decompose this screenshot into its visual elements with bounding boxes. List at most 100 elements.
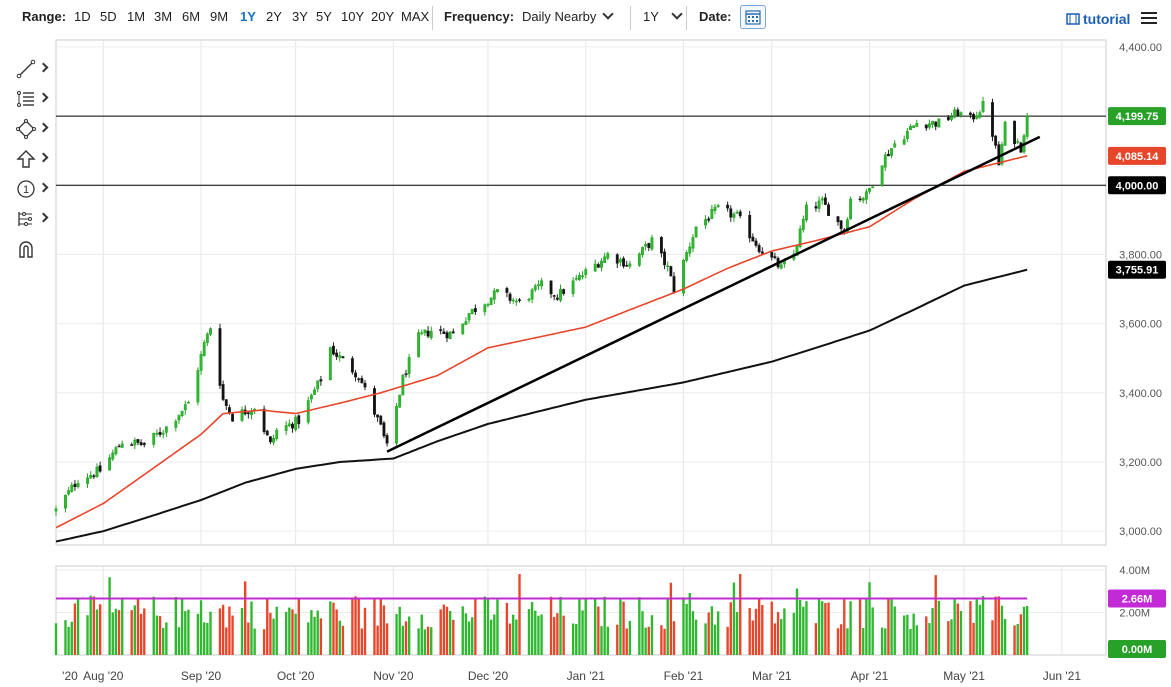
range-button-1y[interactable]: 1Y <box>240 9 256 24</box>
range-button-2y[interactable]: 2Y <box>266 9 282 24</box>
candle <box>395 406 398 444</box>
range-button-1m[interactable]: 1M <box>127 9 146 24</box>
candle <box>549 280 553 295</box>
volume-bar <box>512 614 515 655</box>
frequency-select[interactable]: Daily Nearby <box>522 8 615 24</box>
candle <box>533 285 537 291</box>
candle <box>492 290 496 300</box>
volume-bar <box>221 604 225 655</box>
candle <box>205 333 209 343</box>
volume-bar <box>827 602 830 655</box>
volume-bar <box>770 601 773 655</box>
volume-bar <box>335 609 338 655</box>
candle <box>950 116 953 120</box>
tool-fibonacci[interactable] <box>12 85 52 115</box>
candle <box>272 437 275 443</box>
candle <box>379 415 383 425</box>
volume-bar <box>969 601 972 655</box>
candle <box>417 332 421 358</box>
tutorial-link[interactable]: tutorial <box>1066 11 1130 27</box>
candle <box>196 370 200 403</box>
range-button-6m[interactable]: 6M <box>182 9 201 24</box>
candle <box>284 425 288 431</box>
volume-bar <box>975 597 978 655</box>
candle <box>174 421 178 428</box>
price-tag-label: 4,199.75 <box>1116 111 1159 123</box>
range-button-1d[interactable]: 1D <box>74 9 91 24</box>
candle <box>738 211 742 217</box>
volume-bar <box>76 599 80 655</box>
divider <box>432 6 433 30</box>
volume-bar <box>622 601 625 655</box>
volume-bar <box>606 626 609 655</box>
tool-annotation[interactable]: 1 <box>12 175 52 205</box>
calendar-button[interactable] <box>740 5 766 29</box>
volume-bar <box>228 606 231 655</box>
volume-bar <box>710 606 714 655</box>
volume-bar <box>956 603 959 655</box>
tool-magnet[interactable] <box>12 235 52 265</box>
tool-shapes[interactable] <box>12 115 52 145</box>
candle <box>924 124 928 129</box>
candle <box>659 236 663 254</box>
candle <box>407 357 411 375</box>
volume-bar <box>357 597 360 655</box>
candle <box>716 205 720 207</box>
range-button-20y[interactable]: 20Y <box>371 9 395 24</box>
candle <box>309 394 313 400</box>
candle <box>968 112 972 115</box>
candle <box>445 332 449 339</box>
candle <box>275 429 279 439</box>
volume-bar <box>360 628 364 655</box>
range-button-5d[interactable]: 5D <box>100 9 117 24</box>
volume-bar <box>430 627 433 655</box>
ma200-line <box>55 268 1028 543</box>
range-button-3m[interactable]: 3M <box>154 9 173 24</box>
volume-bar <box>471 617 474 655</box>
volume-bar <box>704 623 707 655</box>
volume-bar <box>269 612 272 655</box>
candle <box>262 408 266 432</box>
hamburger-menu-icon[interactable] <box>1141 12 1157 25</box>
range-button-3y[interactable]: 3Y <box>292 9 308 24</box>
tool-trend-line[interactable] <box>12 55 52 85</box>
volume-bar <box>575 624 578 655</box>
volume-bar <box>489 619 493 655</box>
volume-bar <box>556 613 559 655</box>
volume-bar <box>1003 619 1007 655</box>
candle <box>518 299 521 301</box>
range-button-10y[interactable]: 10Y <box>341 9 365 24</box>
volume-bar <box>650 615 654 655</box>
volume-tick-label: 2.00M <box>1119 608 1150 620</box>
candle <box>820 198 824 201</box>
range-button-max[interactable]: MAX <box>401 9 430 24</box>
volume-bar <box>906 614 909 655</box>
candle <box>287 423 291 427</box>
fibonacci-icon <box>17 91 34 107</box>
y-tick-label: 3,400.00 <box>1119 388 1162 400</box>
candle <box>218 328 222 386</box>
volume-bar <box>890 597 893 655</box>
x-tick-label: Nov '20 <box>373 669 414 683</box>
range-button-9m[interactable]: 9M <box>210 9 229 24</box>
volume-bar <box>553 616 556 655</box>
candle <box>67 490 71 495</box>
volume-bar <box>332 602 335 655</box>
tool-measure[interactable] <box>12 205 52 235</box>
period-select[interactable]: 1Y <box>643 8 683 24</box>
tool-arrow-up[interactable] <box>12 145 52 175</box>
volume-bar <box>445 606 449 655</box>
volume-bar <box>184 611 187 655</box>
range-button-5y[interactable]: 5Y <box>316 9 332 24</box>
candle <box>603 256 607 263</box>
volume-bar <box>603 596 606 655</box>
candle <box>902 139 906 145</box>
candle <box>423 329 427 334</box>
price-tag-label: 3,755.91 <box>1116 265 1159 277</box>
candle <box>912 125 916 128</box>
volume-bar <box>382 605 386 655</box>
volume-bar <box>98 604 102 655</box>
volume-bar <box>716 611 720 655</box>
candle <box>231 413 235 422</box>
